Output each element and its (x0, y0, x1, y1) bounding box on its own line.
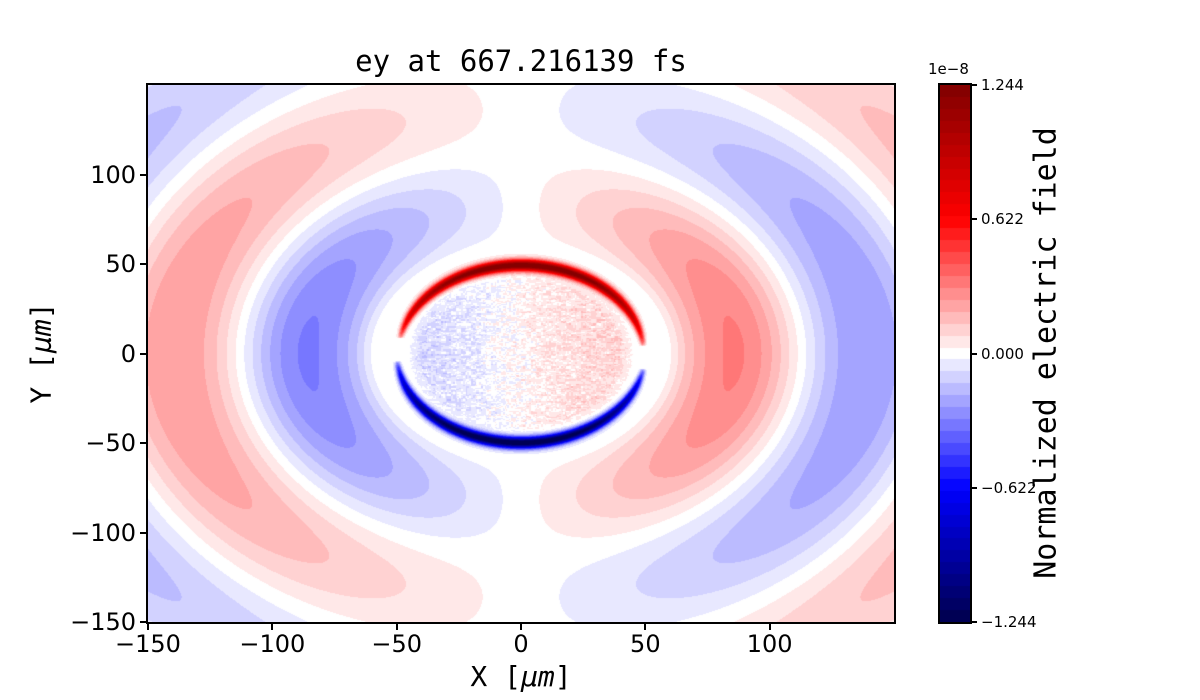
y-tick-label: −50 (85, 429, 136, 457)
x-tick-label: 50 (630, 630, 661, 658)
colorbar-tick-label: 0.622 (981, 210, 1024, 229)
colorbar-tick (970, 84, 977, 86)
y-tick-label: −150 (70, 608, 136, 636)
x-tick (395, 622, 398, 630)
colorbar-tick-label: −0.622 (981, 478, 1037, 497)
field-heatmap (148, 85, 894, 622)
x-tick (271, 622, 274, 630)
y-axis-label-pre: Y [ (24, 353, 58, 404)
x-tick-label: 0 (513, 630, 529, 658)
y-tick-label: −100 (70, 518, 136, 547)
x-tick-label: −50 (371, 630, 422, 658)
x-axis-label-unit: µm (521, 660, 555, 693)
y-tick-label: 0 (120, 339, 136, 368)
y-tick-label: 100 (90, 160, 136, 189)
plot-title: ey at 667.216139 fs (355, 44, 687, 78)
colorbar-tick-label: 1.244 (981, 76, 1024, 94)
y-tick (140, 263, 148, 265)
colorbar-scale-label: 1e−8 (928, 60, 969, 78)
x-tick (520, 622, 522, 630)
colorbar-tick-label: −1.244 (981, 613, 1037, 631)
x-tick (644, 622, 647, 630)
colorbar-tick-label: 0.000 (981, 344, 1024, 363)
colorbar-tick (970, 218, 977, 221)
y-tick-label: 50 (105, 250, 136, 278)
x-tick (768, 622, 771, 630)
y-axis-label-unit: µm (24, 319, 58, 353)
colorbar-tick (970, 486, 977, 489)
y-tick (140, 173, 148, 176)
y-axis-label-post: ] (24, 302, 58, 320)
x-tick-label: −150 (115, 630, 181, 658)
x-axis-label-post: ] (554, 660, 572, 693)
y-tick (140, 442, 148, 444)
x-axis-label-pre: X [ (470, 660, 521, 693)
x-axis-label: X [µm] (148, 660, 894, 693)
colorbar-tick (970, 352, 977, 355)
x-tick-label: −100 (239, 630, 306, 658)
x-tick (147, 622, 149, 630)
y-tick (140, 531, 148, 534)
y-axis-label: Y [µm] (25, 302, 58, 403)
x-tick-label: 100 (746, 630, 793, 658)
colorbar (940, 85, 970, 622)
y-tick (140, 352, 148, 355)
colorbar-axis-label: Normalized electric field (1028, 127, 1064, 579)
colorbar-tick (970, 621, 977, 623)
y-tick (140, 621, 148, 623)
